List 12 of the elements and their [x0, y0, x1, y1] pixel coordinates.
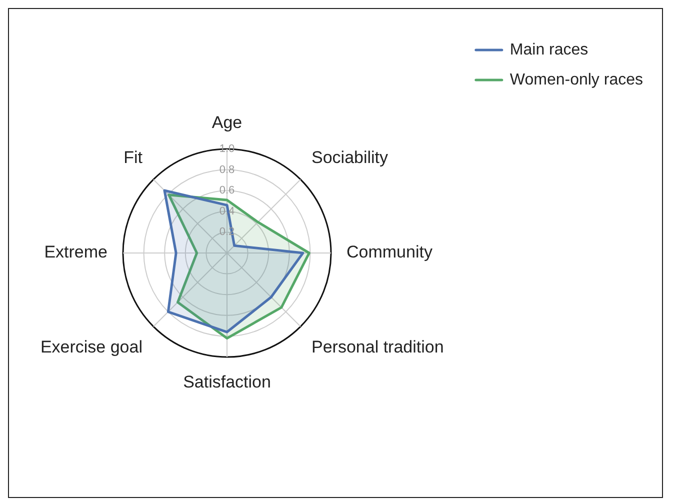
legend-label: Main races [510, 41, 588, 58]
spoke-label: Satisfaction [183, 372, 271, 392]
spoke-label: Personal tradition [312, 337, 444, 356]
y-tick-label: 0.8 [219, 164, 235, 176]
spoke-label: Extreme [44, 242, 108, 262]
y-tick-label: 0.6 [219, 184, 235, 197]
spoke-label: Sociability [312, 148, 389, 167]
spoke-label: Fit [124, 148, 143, 167]
spoke-label: Community [346, 242, 433, 262]
spoke-label: Age [212, 112, 242, 132]
spoke-label: Exercise goal [40, 337, 142, 356]
legend-label: Women-only races [510, 71, 644, 88]
